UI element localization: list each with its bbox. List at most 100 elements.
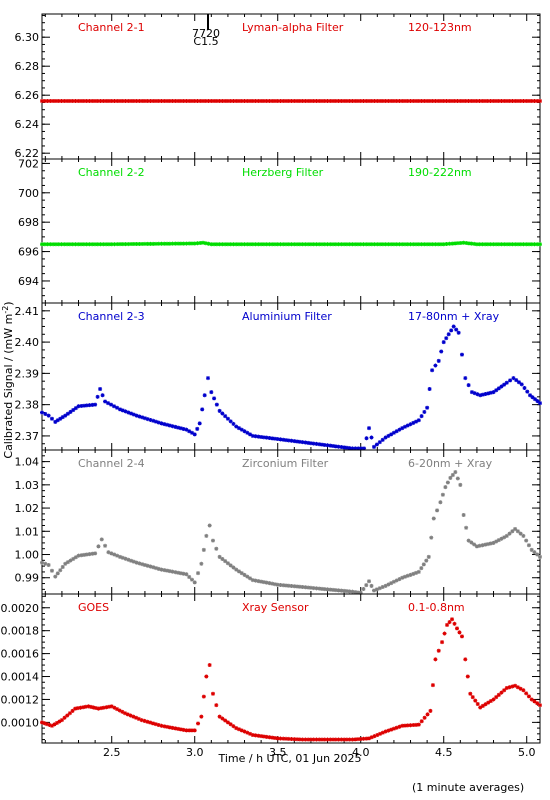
data-point [140, 562, 145, 567]
data-point [264, 580, 269, 585]
data-point [189, 728, 194, 733]
data-point [78, 705, 83, 710]
data-point [502, 688, 507, 693]
data-point [505, 242, 510, 247]
data-point [350, 446, 355, 451]
panel-label: Channel 2-2 [78, 166, 145, 179]
data-point [458, 99, 463, 103]
data-point [217, 714, 222, 719]
data-point [380, 242, 385, 247]
data-point [510, 242, 515, 247]
data-point [134, 242, 139, 247]
data-point [176, 99, 181, 103]
data-point [187, 728, 192, 733]
data-point [389, 242, 394, 247]
data-point [344, 99, 349, 103]
data-point [73, 406, 78, 411]
data-point [272, 736, 277, 741]
data-point [414, 242, 419, 247]
data-point [391, 99, 396, 103]
data-point [81, 99, 86, 103]
data-point [242, 99, 247, 103]
data-point [336, 242, 341, 247]
data-point [248, 576, 253, 581]
data-point [228, 99, 233, 103]
data-point [468, 691, 473, 696]
data-point [339, 242, 344, 247]
data-point [494, 539, 499, 544]
data-point [70, 99, 75, 103]
data-point [40, 720, 44, 725]
data-point [463, 99, 468, 103]
data-point [151, 418, 156, 423]
data-point [239, 571, 244, 576]
panel-frame [41, 449, 541, 595]
data-point [278, 736, 283, 741]
data-point [483, 542, 488, 547]
data-point [220, 556, 225, 561]
data-point [92, 242, 97, 247]
data-point [389, 99, 394, 103]
data-point [76, 404, 81, 409]
data-point [67, 242, 72, 247]
data-point [408, 242, 413, 247]
data-point [46, 562, 51, 567]
data-point [477, 99, 482, 103]
data-point [84, 99, 89, 103]
data-point [187, 241, 192, 246]
data-point [295, 737, 300, 742]
data-point [286, 736, 291, 741]
data-point [440, 492, 445, 497]
data-point [491, 540, 496, 545]
data-point [369, 99, 374, 103]
panel-3: 2.37 2.38 2.39 2.40 2.41 Channel 2-3 Aluminium… [15, 302, 542, 451]
data-point [231, 421, 236, 426]
data-point [475, 702, 480, 707]
data-point [478, 705, 483, 710]
data-point [153, 99, 158, 103]
data-point [367, 99, 372, 103]
data-point [325, 737, 330, 742]
data-point [184, 572, 189, 577]
data-point [430, 683, 435, 688]
data-point [87, 242, 92, 247]
data-point [129, 99, 134, 103]
y-tick-label: 1.04 [15, 456, 40, 469]
data-point [236, 99, 241, 103]
data-point [532, 99, 537, 103]
panel-label: Xray Sensor [242, 601, 309, 614]
data-point [378, 99, 383, 103]
data-point [488, 99, 493, 103]
data-point [250, 578, 255, 583]
data-point [422, 242, 427, 247]
data-point [214, 99, 219, 103]
y-tick-label: 1.03 [15, 479, 40, 492]
data-point [455, 476, 460, 481]
data-point [93, 706, 98, 711]
data-point [73, 555, 78, 560]
data-point [380, 730, 385, 735]
data-point [57, 719, 62, 724]
data-point [367, 242, 372, 247]
data-point [286, 438, 291, 443]
data-point [137, 561, 142, 566]
data-point [165, 422, 170, 427]
data-point [261, 99, 266, 103]
data-point [189, 99, 194, 103]
data-point [178, 426, 183, 431]
data-point [331, 587, 336, 592]
data-point [377, 440, 382, 445]
data-point [361, 736, 366, 741]
data-point [212, 396, 217, 401]
data-point [107, 704, 112, 709]
data-point [60, 565, 65, 569]
data-point [98, 387, 103, 392]
data-point [156, 420, 161, 425]
data-point [170, 569, 175, 574]
data-point [306, 737, 311, 742]
data-point [317, 737, 322, 742]
data-point [145, 719, 150, 724]
data-point [187, 99, 192, 103]
data-point [472, 241, 477, 246]
data-point [278, 582, 283, 587]
